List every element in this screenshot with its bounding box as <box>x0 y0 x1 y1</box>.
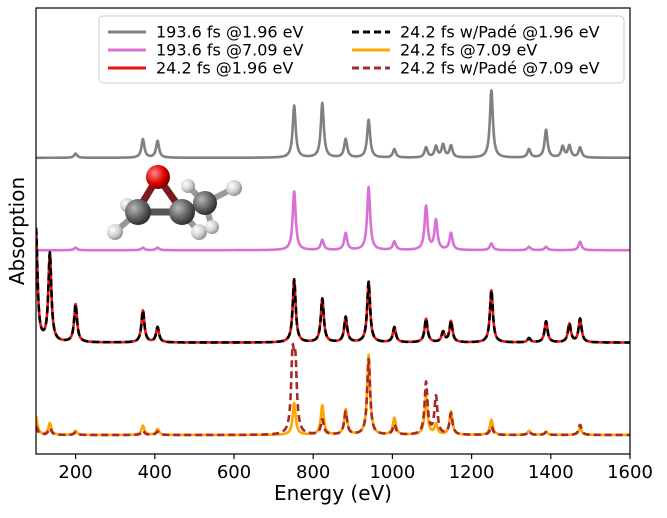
x-tick-label: 800 <box>296 462 330 483</box>
series-line-4 <box>36 227 630 344</box>
x-tick-label: 600 <box>217 462 251 483</box>
hydrogen-atom <box>205 220 219 234</box>
carbon-atom <box>193 191 217 215</box>
plot-area <box>36 89 630 437</box>
x-tick-label: 1200 <box>449 462 495 483</box>
x-axis: 200 400 600 800 1000 1200 1400 1600 <box>58 454 653 483</box>
hydrogen-atom <box>107 224 123 240</box>
legend-label: 193.6 fs @1.96 eV <box>156 23 304 42</box>
oxygen-atom <box>146 165 170 189</box>
x-tick-label: 1000 <box>369 462 415 483</box>
x-tick-label: 400 <box>138 462 172 483</box>
hydrogen-atom <box>181 179 195 193</box>
series-line-6 <box>36 342 630 437</box>
hydrogen-atom <box>191 224 207 240</box>
carbon-atom <box>169 199 195 225</box>
x-tick-label: 200 <box>58 462 92 483</box>
plot-frame <box>35 7 631 455</box>
legend-label: 24.2 fs w/Padé @7.09 eV <box>400 59 600 78</box>
carbon-atom <box>125 199 151 225</box>
y-axis-label: Absorption <box>5 177 29 285</box>
x-tick-label: 1400 <box>528 462 574 483</box>
legend-label: 24.2 fs @7.09 eV <box>400 41 537 60</box>
x-axis-label: Energy (eV) <box>274 481 392 505</box>
legend-label: 24.2 fs @1.96 eV <box>156 59 293 78</box>
series-line-2 <box>36 185 630 252</box>
legend-label: 24.2 fs w/Padé @1.96 eV <box>400 23 600 42</box>
series-line-1 <box>36 89 630 160</box>
legend-label: 193.6 fs @7.09 eV <box>156 41 304 60</box>
x-tick-label: 1600 <box>607 462 653 483</box>
series-layer <box>36 89 630 437</box>
molecule-inset <box>107 165 242 240</box>
hydrogen-atom <box>226 180 242 196</box>
